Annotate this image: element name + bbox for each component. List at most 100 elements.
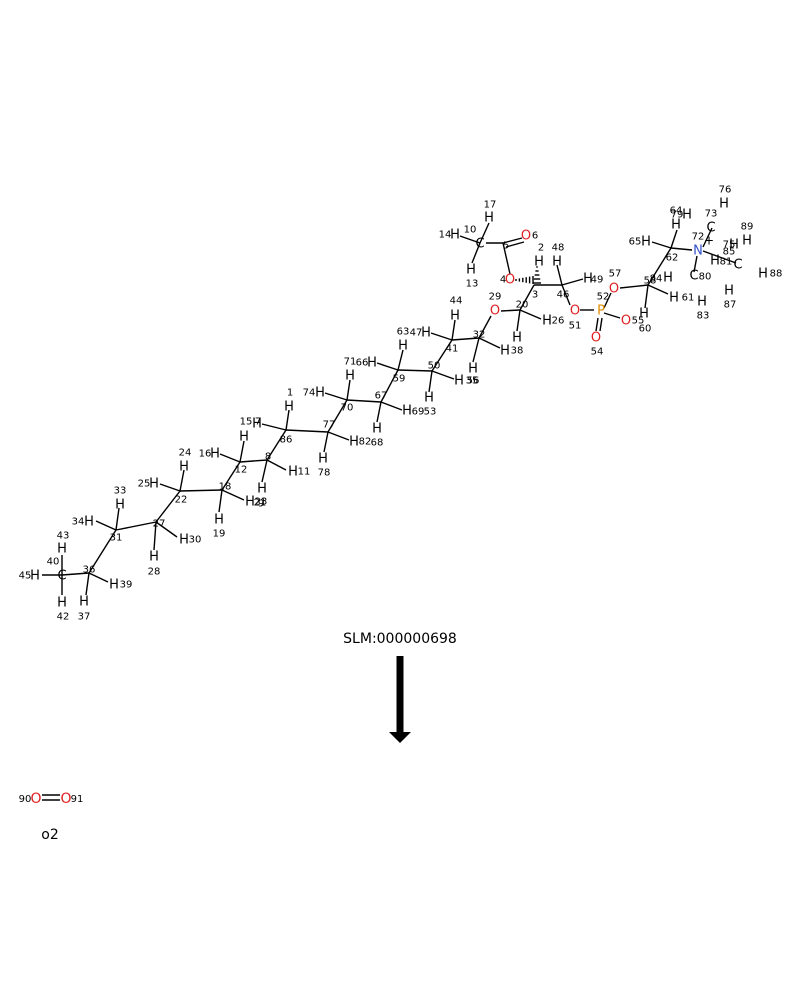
atom-index-28: 28 [148,567,161,578]
atom-index-75: 75 [723,240,736,251]
bond-h [651,241,672,249]
bond-h [95,520,117,531]
bond-chain [285,429,329,433]
atom-h-9: H [179,460,189,475]
atom-h-48: H [742,234,752,249]
bond-chain [221,461,241,491]
atom-h-8: H [179,533,189,548]
atom-index-58: 58 [644,276,657,287]
product-molecule: O O 90 91 [19,791,84,807]
atom-h-53: H [697,295,707,310]
atom-index-64: 64 [670,206,683,217]
atom-index-2: 2 [538,243,544,254]
bond-h [179,469,185,492]
bond-h [428,370,433,393]
atom-index-60: 60 [639,324,652,335]
atom-index-70: 70 [341,403,354,414]
bond-p52-o57 [603,292,612,309]
atom-index-74: 74 [303,388,316,399]
atom-index-63: 63 [397,327,410,338]
atom-h-23: H [372,422,382,437]
atom-index-3: 3 [532,290,538,301]
atom-index-61: 61 [682,293,695,304]
reaction-id-label: SLM:000000698 [343,631,457,647]
atom-index-81: 81 [720,257,733,268]
atom-index-47: 47 [410,328,423,339]
atom-index-50: 50 [428,361,441,372]
atom-index-57: 57 [609,269,622,280]
atom-h-51: H [663,271,673,286]
bond-h [327,431,350,441]
bond-c46-o51 [561,284,571,306]
bond-p52-o54-double [599,317,603,332]
atom-index-30: 30 [189,535,202,546]
bond-h [376,362,399,371]
atom-index-15: 15 [240,417,253,428]
atom-index-39: 39 [120,580,133,591]
atom-index-62: 62 [666,253,679,264]
bond-h [376,401,382,423]
atom-index-11: 11 [298,467,311,478]
atom-index-78: 78 [318,468,331,479]
atom-index-33: 33 [114,486,127,497]
bond-chain [179,489,223,492]
atom-index-82: 82 [359,437,372,448]
atom-h-45: H [682,208,692,223]
bond-h [219,453,241,463]
bond-chain [327,399,348,433]
atom-o-91: O [60,791,71,807]
atom-o-4: O [505,273,515,288]
bond-h [155,521,178,538]
atom-index-21: 21 [254,498,267,509]
bond-n72-c80 [693,255,698,273]
atom-h-24: H [402,404,412,419]
bond-c62-n72 [670,247,693,251]
bond-h [397,349,404,371]
atom-index-84: 84 [650,274,663,285]
atom-index-34: 34 [72,517,85,528]
atom-index-71: 71 [344,357,357,368]
bond-c20-c3 [519,284,535,311]
atom-index-19: 19 [213,529,226,540]
atom-index-22: 22 [175,495,188,506]
atom-index-91: 91 [71,794,84,805]
atom-h-3: H [79,595,89,610]
atom-h-32: H [500,344,510,359]
atom-c-40: C [57,569,66,584]
atom-index-12: 12 [235,465,248,476]
atom-o-90: O [30,791,41,807]
atom-index-49: 49 [591,275,604,286]
atom-h-16: H [288,465,298,480]
atom-index-17: 17 [484,200,497,211]
bond-h [380,401,403,411]
bond-h [218,489,223,513]
atom-index-90: 90 [19,794,32,805]
bond-h [516,309,521,332]
bond-h [647,284,669,295]
bond-chain [61,572,90,576]
atom-o-51: O [570,304,580,319]
bond-h [261,459,268,483]
bond-h [88,572,109,583]
atom-h-2: H [30,569,40,584]
bond-h [346,379,351,401]
bond-c58-c62 [647,247,672,286]
atom-h-11: H [214,513,224,528]
bond-c5-o6 [502,237,523,244]
atom-index-52: 52 [597,292,610,303]
atom-h-52: H [710,254,720,269]
bond-chain [431,339,453,372]
atom-h-20: H [349,435,359,450]
bond-chain [266,429,287,461]
bond-chain [380,369,399,403]
charge-plus: + [704,234,714,248]
atom-h-27: H [424,391,434,406]
atom-index-20: 20 [516,300,529,311]
atom-index-41: 41 [446,344,459,355]
atom-index-83: 83 [697,311,710,322]
bond-o57-c58 [619,284,649,289]
bond-h [644,284,649,309]
bond-h [478,337,501,349]
